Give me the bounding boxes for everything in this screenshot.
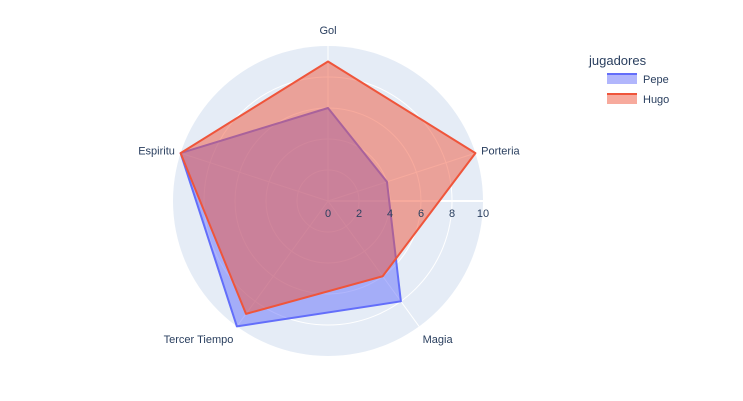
series-layer: [179, 60, 477, 328]
axis-label: Gol: [319, 25, 336, 37]
axis-label: Tercer Tiempo: [164, 334, 234, 346]
legend-swatch: [607, 94, 637, 104]
series-hugo: [179, 60, 477, 315]
radial-tick-label: 0: [325, 208, 331, 220]
legend-swatch: [607, 74, 637, 84]
legend-item-pepe[interactable]: Pepe: [607, 73, 669, 86]
angular-axis-labels: Gol Porteria Magia Tercer Tiempo Espiritu: [138, 25, 520, 346]
axis-label: Magia: [423, 334, 454, 346]
radial-tick-label: 6: [418, 208, 424, 220]
radial-tick-label: 2: [356, 208, 362, 220]
radial-tick-label: 8: [449, 208, 455, 220]
legend-item-hugo[interactable]: Hugo: [607, 93, 669, 106]
legend-label: Pepe: [643, 74, 669, 86]
radial-axis-ticks: 0 2 4 6 8 10: [325, 208, 489, 220]
radial-tick-label: 4: [387, 208, 393, 220]
legend-label: Hugo: [643, 94, 669, 106]
axis-label: Espiritu: [138, 146, 175, 158]
axis-label: Porteria: [481, 146, 520, 158]
legend-title: jugadores: [588, 53, 647, 68]
legend: jugadores Pepe Hugo: [588, 53, 669, 106]
radial-tick-label: 10: [477, 208, 489, 220]
